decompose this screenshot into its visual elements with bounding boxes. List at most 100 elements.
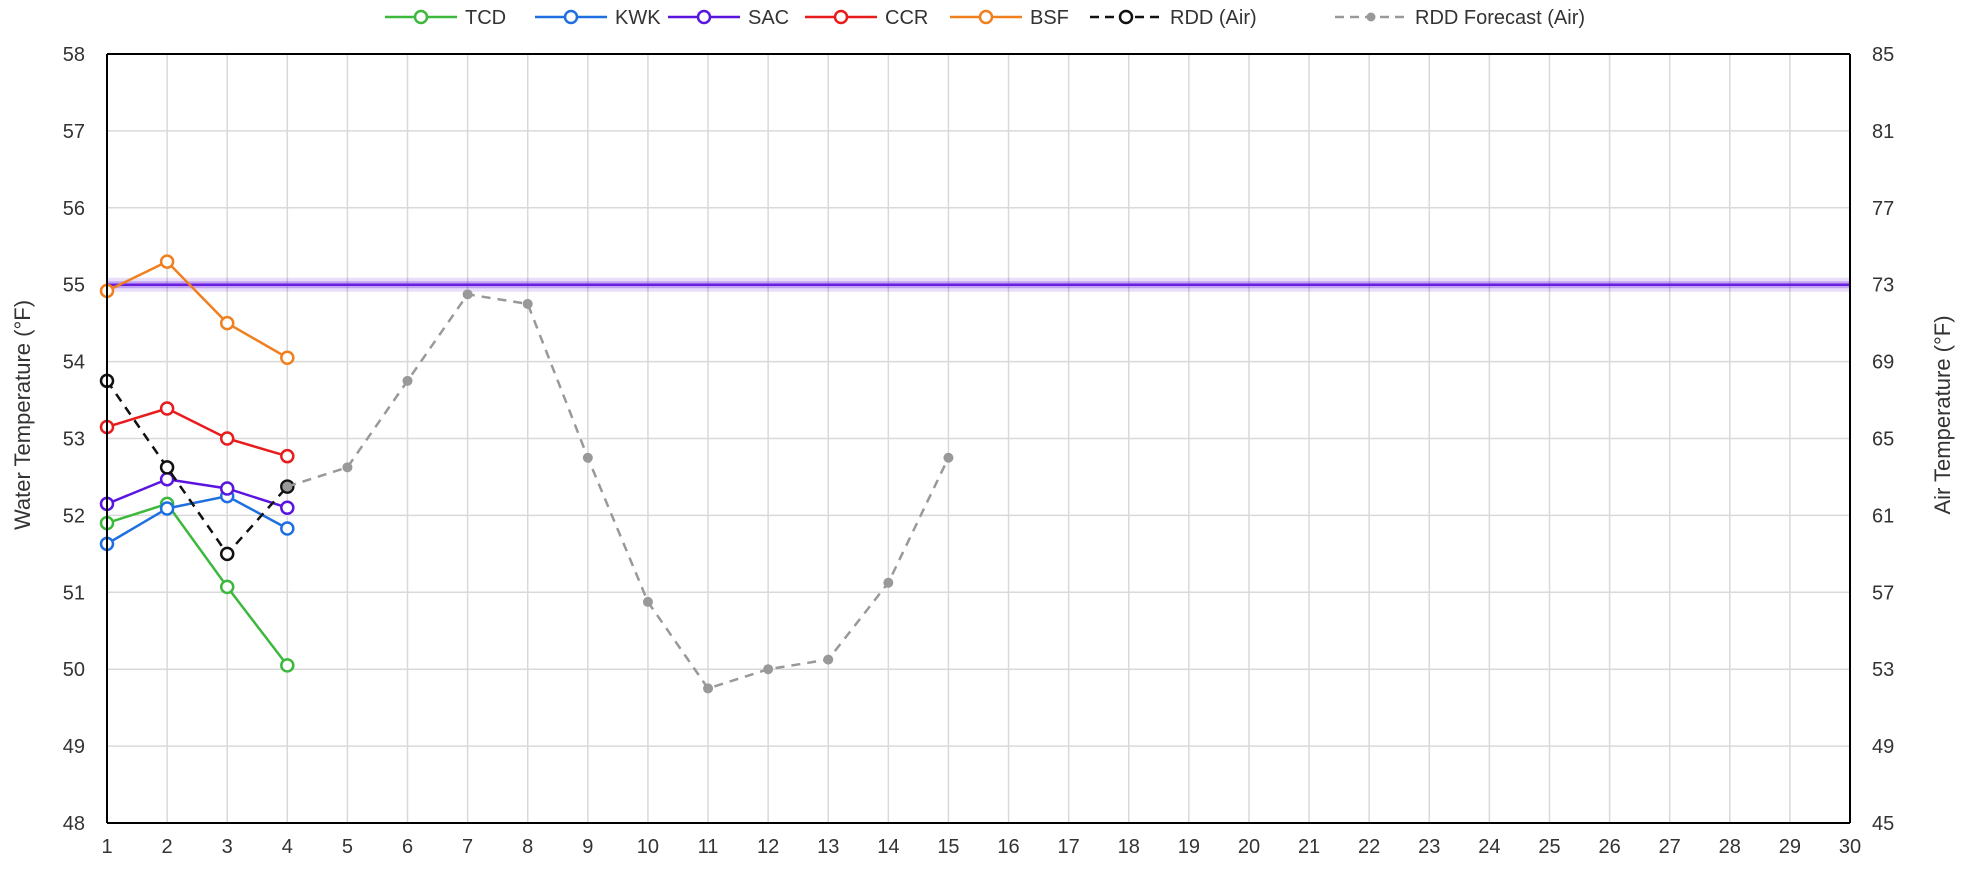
x-tick-label: 4 xyxy=(282,836,293,858)
data-point xyxy=(280,658,295,673)
y-axis-title: Water Temperature (°F) xyxy=(10,300,35,530)
data-point xyxy=(219,481,235,496)
x-tick-label: 20 xyxy=(1238,836,1260,858)
x-tick-label: 13 xyxy=(817,836,839,858)
legend-swatch-marker xyxy=(833,9,849,25)
y2-tick-label: 53 xyxy=(1872,659,1894,681)
x-tick-label: 23 xyxy=(1418,836,1440,858)
legend-item-sac: SAC xyxy=(668,7,789,29)
y-tick-label: 56 xyxy=(63,198,85,220)
y-tick-label: 49 xyxy=(63,736,85,758)
y-tick-label: 53 xyxy=(63,429,85,451)
x-tick-label: 7 xyxy=(462,836,473,858)
data-point xyxy=(282,481,293,492)
legend-label: CCR xyxy=(885,7,928,29)
data-point xyxy=(582,452,593,463)
y-tick-label: 54 xyxy=(63,352,85,374)
legend-label: RDD (Air) xyxy=(1170,7,1257,29)
y2-tick-label: 61 xyxy=(1872,505,1894,527)
series-rdd-forecast-air xyxy=(282,289,954,694)
data-point xyxy=(402,375,413,386)
y2-tick-label: 45 xyxy=(1872,813,1894,835)
x-tick-label: 18 xyxy=(1118,836,1140,858)
x-tick-label: 28 xyxy=(1719,836,1741,858)
y-tick-label: 50 xyxy=(63,659,85,681)
x-tick-label: 10 xyxy=(637,836,659,858)
y-tick-label: 57 xyxy=(63,121,85,143)
data-point xyxy=(462,289,473,300)
legend-label: SAC xyxy=(748,7,789,29)
x-tick-label: 14 xyxy=(877,836,899,858)
tick-labels: 1 2 3 4 5 6 7 8 9 10 11 12 13 14 15 16 17 18 19 20 21 22 23 24 2… xyxy=(63,44,1895,858)
data-point xyxy=(763,664,774,675)
y-tick-label: 52 xyxy=(63,505,85,527)
y2-tick-label: 81 xyxy=(1872,121,1894,143)
legend-item-kwk: KWK xyxy=(535,7,661,29)
y-tick-label: 48 xyxy=(63,813,85,835)
x-tick-label: 22 xyxy=(1358,836,1380,858)
y2-tick-label: 69 xyxy=(1872,352,1894,374)
x-tick-label: 15 xyxy=(937,836,959,858)
x-tick-label: 12 xyxy=(757,836,779,858)
data-point xyxy=(159,254,175,269)
x-tick-label: 6 xyxy=(402,836,413,858)
x-tick-label: 26 xyxy=(1598,836,1620,858)
x-tick-label: 2 xyxy=(162,836,173,858)
series-sac xyxy=(99,472,295,515)
data-point xyxy=(219,579,235,595)
data-point xyxy=(280,350,295,366)
data-point xyxy=(219,546,235,562)
legend-item-rdd-air: RDD (Air) xyxy=(1090,7,1257,29)
y2-axis-title: Air Temperature (°F) xyxy=(1930,315,1955,514)
data-point xyxy=(703,683,714,694)
x-tick-label: 25 xyxy=(1538,836,1560,858)
series-bsf xyxy=(99,254,295,366)
data-point xyxy=(883,577,894,588)
x-tick-label: 30 xyxy=(1839,836,1861,858)
y2-tick-label: 77 xyxy=(1872,198,1894,220)
series-rdd-air xyxy=(99,373,295,562)
x-tick-label: 17 xyxy=(1058,836,1080,858)
data-point xyxy=(280,500,295,515)
y2-tick-label: 85 xyxy=(1872,44,1894,66)
data-point xyxy=(219,315,235,331)
y-tick-label: 58 xyxy=(63,44,85,66)
series-line-bsf xyxy=(106,260,288,359)
data-point xyxy=(823,654,834,665)
y2-tick-label: 65 xyxy=(1872,429,1894,451)
data-point xyxy=(342,462,353,473)
x-tick-label: 24 xyxy=(1478,836,1500,858)
x-tick-label: 29 xyxy=(1779,836,1801,858)
x-tick-label: 19 xyxy=(1178,836,1200,858)
x-tick-label: 27 xyxy=(1659,836,1681,858)
data-point xyxy=(522,298,533,309)
data-point xyxy=(159,460,175,475)
series-line-sac xyxy=(106,477,288,509)
x-tick-label: 3 xyxy=(222,836,233,858)
data-point xyxy=(943,452,954,463)
legend-item-rdd-forecast-air: RDD Forecast (Air) xyxy=(1335,7,1585,29)
legend-label: BSF xyxy=(1030,7,1069,29)
legend-label: TCD xyxy=(465,7,506,29)
legend-swatch-marker xyxy=(978,9,994,25)
series-line-tcd xyxy=(106,502,289,667)
y2-tick-label: 49 xyxy=(1872,736,1894,758)
legend: TCD KWK SAC CCR BSF RDD (Air) RDD Forecast (Ai… xyxy=(385,7,1585,29)
x-tick-label: 5 xyxy=(342,836,353,858)
legend-label: RDD Forecast (Air) xyxy=(1415,7,1585,29)
series-line-ccr xyxy=(106,407,288,458)
series-line-kwk xyxy=(106,494,288,545)
data-point xyxy=(280,448,295,464)
x-tick-label: 16 xyxy=(997,836,1019,858)
x-tick-label: 1 xyxy=(101,836,112,858)
axes xyxy=(106,53,1851,824)
data-point xyxy=(159,501,175,516)
series-line-rdd-air xyxy=(105,380,289,556)
y2-tick-label: 73 xyxy=(1872,275,1894,297)
series-tcd xyxy=(99,496,295,673)
legend-swatch-marker xyxy=(413,9,429,25)
data-point xyxy=(642,596,653,607)
data-point xyxy=(159,401,175,416)
data-point xyxy=(219,431,235,446)
